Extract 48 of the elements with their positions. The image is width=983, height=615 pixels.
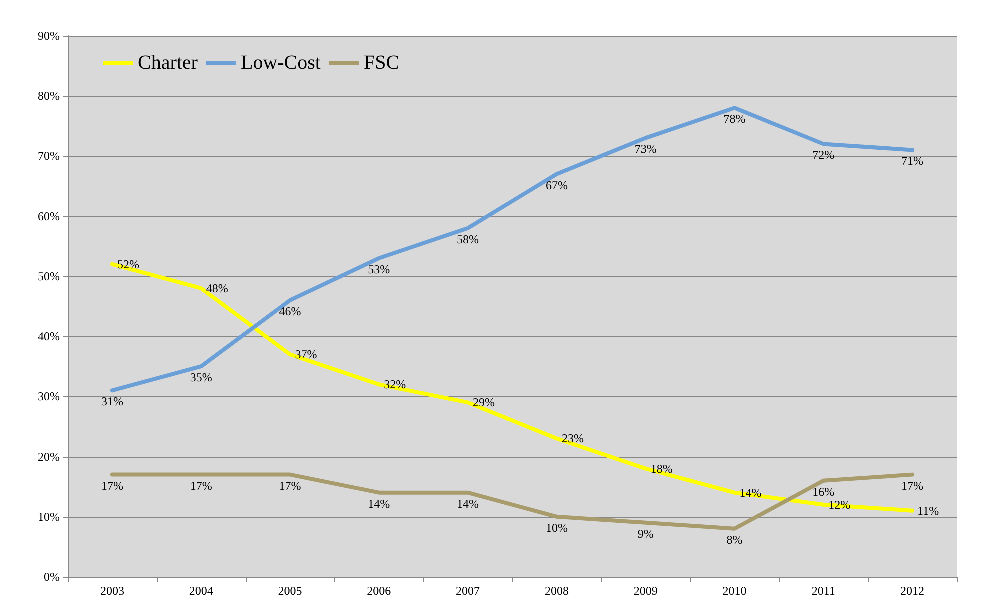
x-tick-label: 2007 xyxy=(456,584,480,598)
x-tick-label: 2003 xyxy=(100,584,124,598)
data-label: 11% xyxy=(918,504,940,518)
data-label: 78% xyxy=(724,112,746,126)
data-label: 17% xyxy=(902,478,924,493)
y-tick-label: 40% xyxy=(38,330,60,344)
y-tick-label: 80% xyxy=(38,89,60,104)
legend-label: Low-Cost xyxy=(240,52,322,74)
data-label: 17% xyxy=(279,478,302,493)
data-label: 48% xyxy=(206,281,228,296)
y-tick-label: 10% xyxy=(38,510,60,524)
data-label: 10% xyxy=(546,520,568,535)
data-label: 14% xyxy=(457,496,480,511)
x-tick-label: 2012 xyxy=(900,584,925,598)
data-label: 29% xyxy=(473,396,496,410)
x-tick-label: 2011 xyxy=(812,584,836,598)
data-label: 16% xyxy=(812,484,835,499)
x-tick-label: 2008 xyxy=(544,584,569,598)
y-tick-label: 50% xyxy=(38,269,60,284)
data-label: 35% xyxy=(190,370,212,385)
x-tick-label: 2010 xyxy=(722,584,747,598)
legend-label: Charter xyxy=(138,52,198,74)
y-tick-label: 0% xyxy=(44,570,60,584)
legend-label: FSC xyxy=(364,52,400,74)
data-label: 53% xyxy=(368,262,390,276)
data-label: 67% xyxy=(546,178,568,192)
data-label: 14% xyxy=(368,496,390,511)
y-tick-label: 70% xyxy=(38,149,60,164)
data-label: 37% xyxy=(295,348,318,362)
x-tick-label: 2005 xyxy=(278,584,302,598)
y-tick-label: 30% xyxy=(38,390,60,404)
data-label: 8% xyxy=(726,532,743,547)
y-tick-label: 60% xyxy=(38,209,60,224)
data-label: 46% xyxy=(279,304,302,318)
x-tick-label: 2004 xyxy=(189,584,214,598)
x-tick-label: 2006 xyxy=(367,584,392,598)
data-label: 71% xyxy=(902,154,924,168)
data-label: 72% xyxy=(812,148,835,162)
data-label: 17% xyxy=(101,478,124,493)
data-label: 17% xyxy=(190,478,212,493)
x-tick-label: 2009 xyxy=(634,584,658,598)
data-label: 31% xyxy=(101,394,124,409)
y-tick-label: 90% xyxy=(38,29,60,43)
data-label: 23% xyxy=(562,432,584,446)
y-tick-label: 20% xyxy=(38,450,60,464)
data-label: 9% xyxy=(638,526,654,541)
data-label: 58% xyxy=(457,232,480,246)
data-label: 73% xyxy=(634,142,657,156)
